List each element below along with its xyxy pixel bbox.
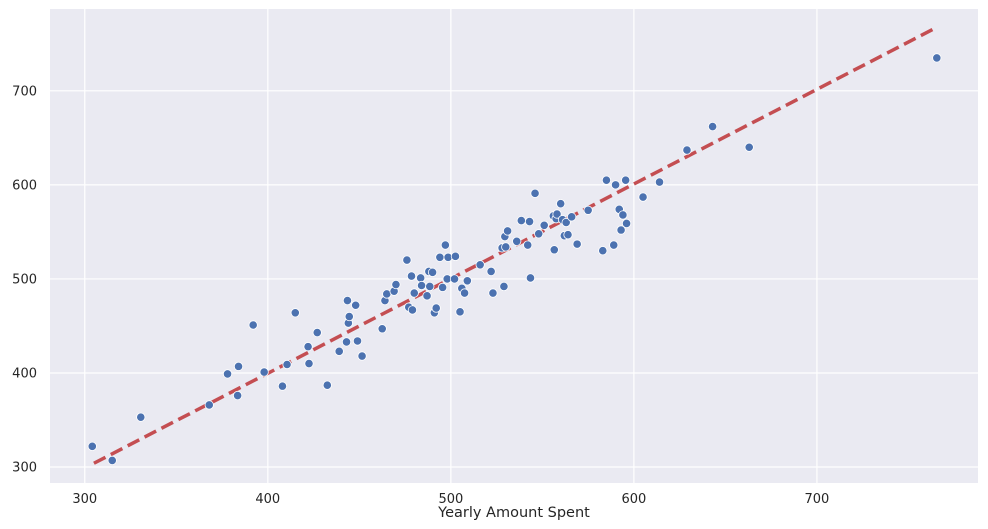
grid-lines [50, 9, 978, 483]
x-tick-labels: 300 400 500 600 700 [72, 492, 829, 507]
data-point [707, 121, 718, 132]
data-point [409, 288, 419, 298]
data-point [534, 229, 544, 239]
y-tick-label: 500 [12, 272, 37, 287]
data-point [601, 175, 612, 185]
y-tick-labels: 300 400 500 600 700 [12, 84, 37, 475]
data-point [416, 273, 426, 283]
data-point [572, 239, 582, 249]
data-point [512, 236, 522, 246]
data-point [440, 240, 450, 250]
data-point [610, 180, 621, 190]
x-tick-label: 300 [72, 492, 97, 507]
data-point [744, 142, 754, 152]
data-point [621, 175, 631, 185]
x-axis-label: Yearly Amount Spent [437, 505, 590, 521]
data-point [402, 255, 412, 265]
data-point [334, 346, 344, 356]
data-point [303, 342, 313, 352]
data-point [427, 267, 438, 277]
data-point [516, 216, 526, 226]
data-point [654, 177, 665, 187]
data-point [488, 288, 498, 298]
data-point [552, 209, 562, 219]
data-point [561, 217, 571, 228]
data-point [344, 311, 354, 322]
x-tick-label: 600 [621, 492, 646, 507]
data-point [501, 242, 511, 252]
data-point [233, 361, 244, 371]
data-point [136, 412, 146, 422]
data-point [598, 246, 608, 256]
data-point [530, 188, 540, 198]
data-point [357, 351, 367, 361]
data-point [638, 192, 648, 202]
data-point [438, 282, 448, 292]
data-point [87, 441, 97, 451]
data-point [609, 240, 619, 250]
data-point [475, 260, 485, 270]
x-tick-label: 700 [805, 492, 830, 507]
data-point [425, 281, 435, 292]
data-point [341, 337, 352, 347]
data-point [431, 303, 441, 313]
data-point [377, 324, 387, 334]
y-tick-label: 300 [12, 461, 37, 476]
data-point [435, 252, 445, 262]
y-tick-label: 700 [12, 84, 37, 99]
data-point [352, 336, 363, 346]
data-point [322, 380, 332, 390]
y-tick-label: 400 [12, 366, 37, 381]
data-point [248, 320, 258, 330]
x-tick-label: 400 [255, 492, 280, 507]
data-point [563, 230, 573, 240]
data-point [462, 276, 472, 286]
data-point [342, 295, 353, 306]
data-point [277, 381, 288, 391]
data-point [616, 225, 626, 235]
data-point [549, 245, 559, 255]
data-point [222, 369, 233, 379]
data-point [583, 205, 593, 215]
data-point [524, 216, 535, 227]
data-point [486, 266, 496, 276]
data-point [406, 271, 417, 281]
data-points [87, 53, 942, 466]
fit-line [93, 26, 937, 465]
data-point [932, 53, 942, 63]
data-point [525, 273, 536, 283]
x-tick-label: 500 [438, 492, 463, 507]
data-point [539, 220, 549, 230]
data-point [455, 307, 465, 317]
data-point [312, 327, 322, 338]
data-point [304, 358, 314, 369]
data-point [107, 455, 117, 466]
data-point [618, 210, 628, 220]
plot-area [50, 9, 978, 483]
y-tick-label: 600 [12, 178, 37, 193]
data-point [391, 279, 401, 290]
data-point [450, 251, 461, 261]
data-point [259, 367, 269, 377]
data-point [459, 288, 470, 298]
data-point [422, 291, 432, 301]
data-point [502, 226, 513, 236]
data-point [449, 274, 460, 284]
data-point [499, 281, 509, 292]
fit-line-group [93, 26, 937, 465]
data-point [282, 359, 292, 370]
data-point [416, 280, 427, 291]
data-point [567, 212, 577, 222]
data-point [204, 400, 214, 410]
data-point [682, 145, 692, 155]
data-point [523, 240, 533, 250]
data-point [290, 308, 300, 318]
data-point [621, 218, 632, 229]
data-point [351, 300, 361, 310]
data-point [556, 199, 566, 209]
data-point [407, 305, 418, 315]
data-point [233, 390, 243, 401]
